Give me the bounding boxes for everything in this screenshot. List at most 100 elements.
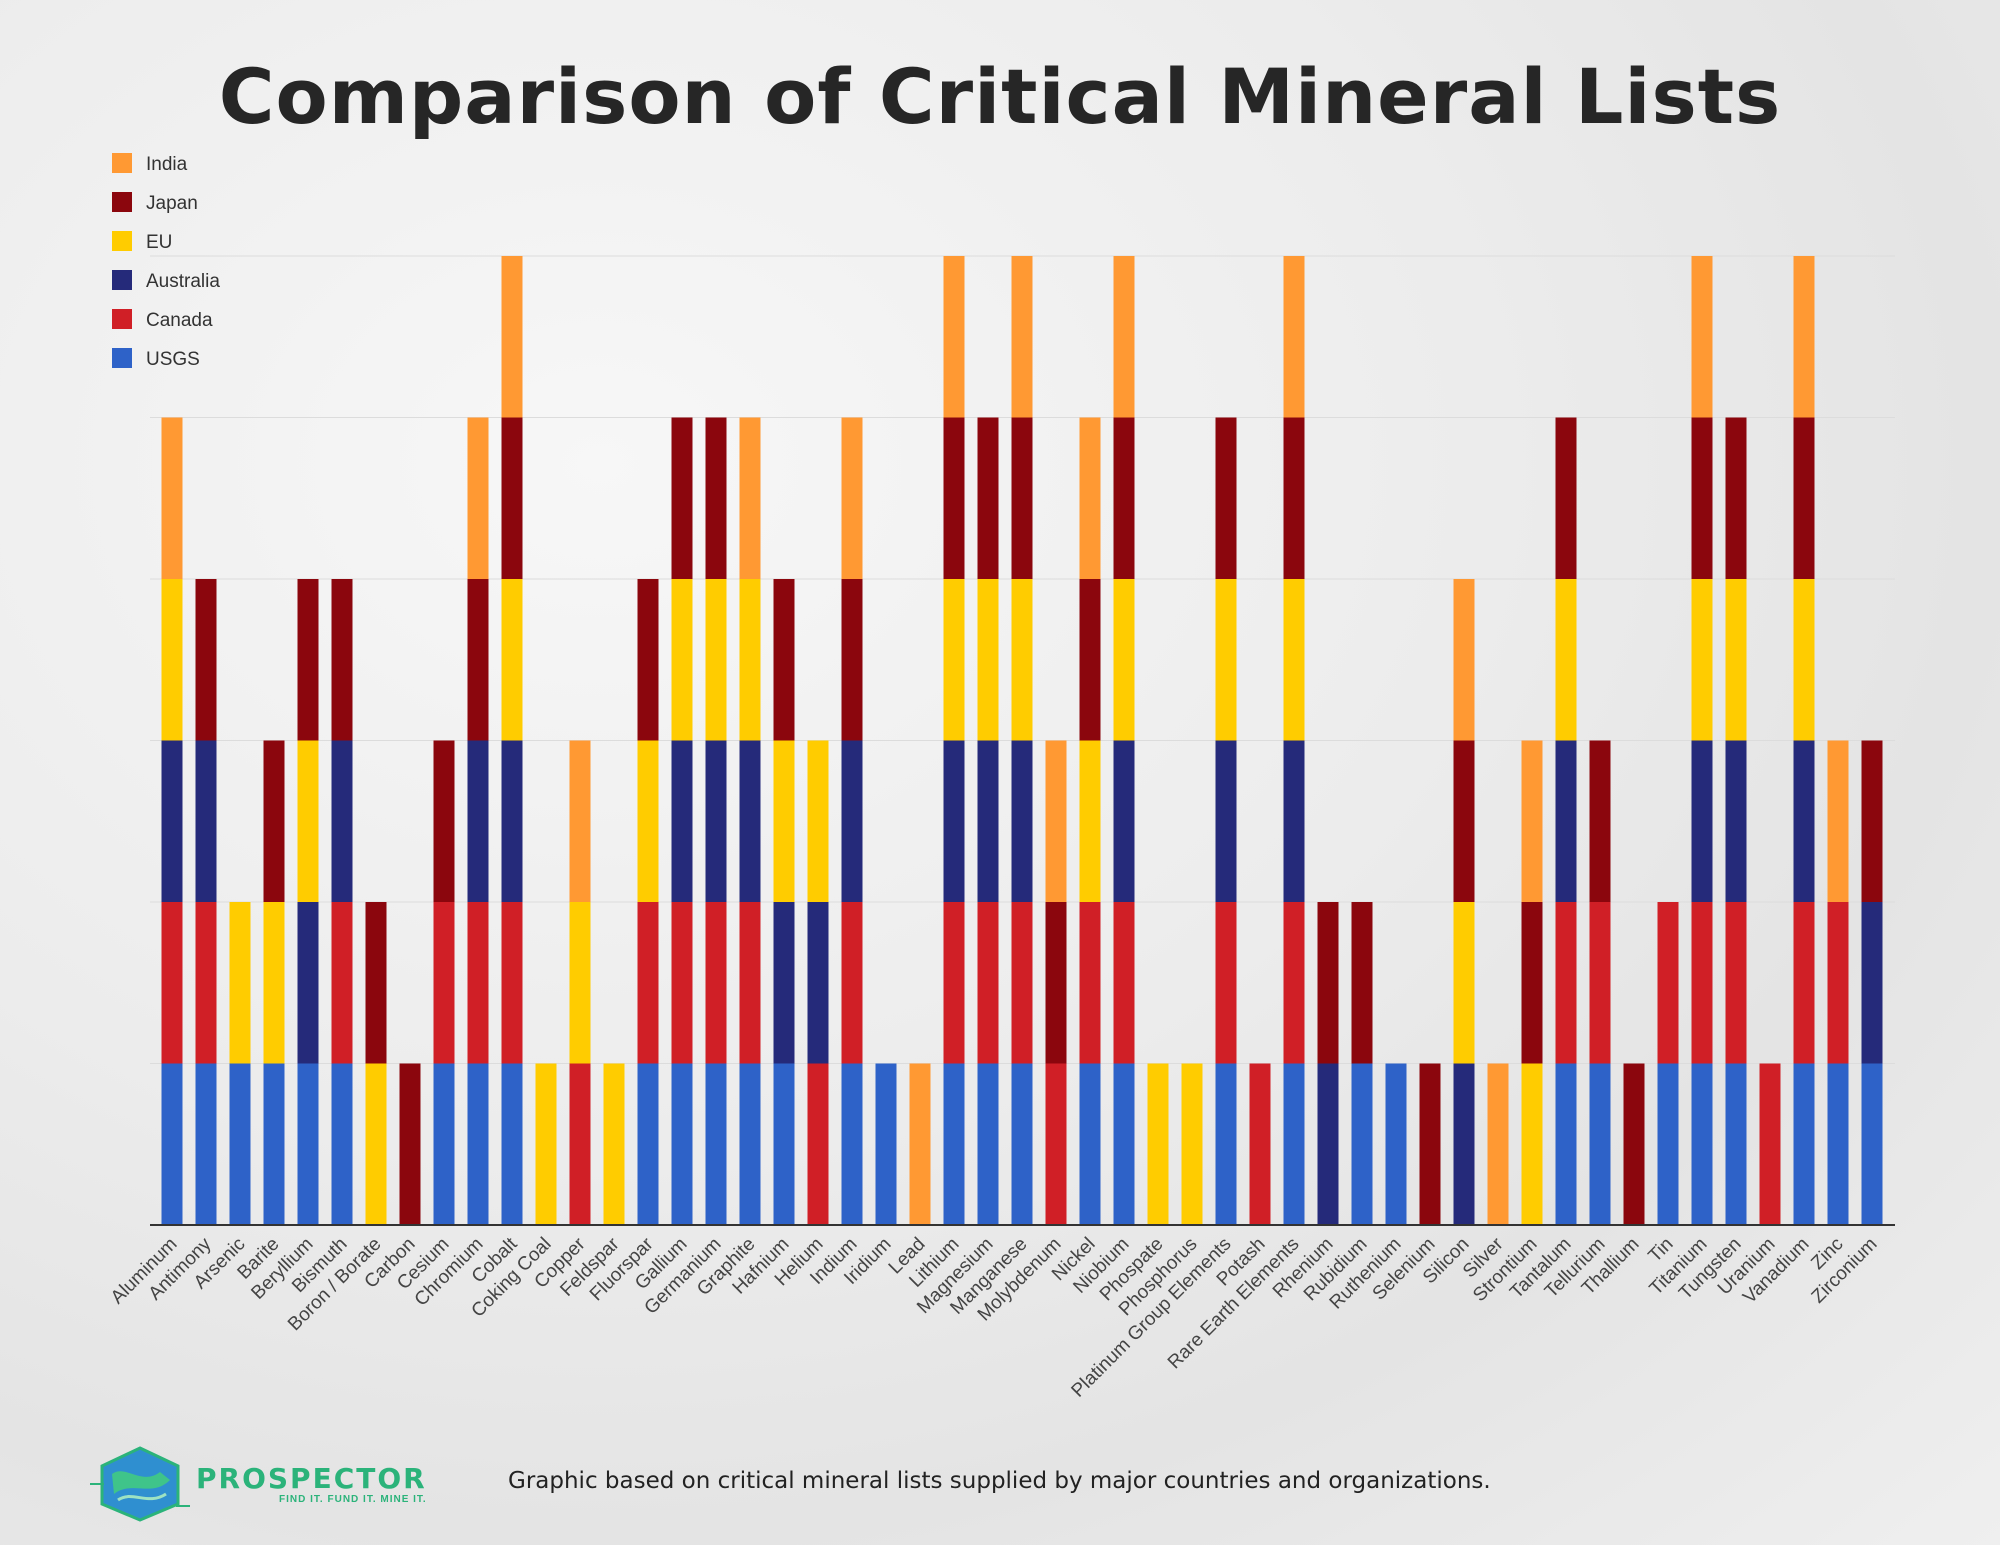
bar-segment-usgs [1827,1063,1849,1225]
legend-label-japan: Japan [146,193,198,214]
bar-segment-india [943,256,965,418]
bar-segment-japan [433,740,455,902]
bar-segment-australia [1861,902,1883,1064]
bar-segment-usgs [1079,1063,1101,1225]
bar-segment-canada [1725,902,1747,1064]
bar-segment-usgs [331,1063,353,1225]
bar-segment-eu [1215,579,1237,741]
bar-segment-australia [841,740,863,902]
bar-segment-japan [1045,902,1067,1064]
bar-segment-canada [1215,902,1237,1064]
bar-segment-eu [637,740,659,902]
bar-segment-eu [1147,1063,1169,1225]
bar-segment-usgs [1385,1063,1407,1225]
bar-segment-canada [331,902,353,1064]
legend-swatch-eu [112,231,132,251]
bar-segment-canada [1827,902,1849,1064]
bar-segment-india [739,417,761,579]
bar-segment-canada [807,1063,829,1225]
footer-note: Graphic based on critical mineral lists … [508,1468,1491,1494]
bar-segment-india [909,1063,931,1225]
legend-swatch-usgs [112,348,132,368]
bar-segment-japan [1793,417,1815,579]
bar-segment-eu [365,1063,387,1225]
bar-segment-japan [1589,740,1611,902]
bar-segment-usgs [705,1063,727,1225]
legend-swatch-india [112,153,132,173]
bar-segment-canada [1793,902,1815,1064]
bar-segment-australia [331,740,353,902]
legend-swatch-japan [112,192,132,212]
bar-segment-australia [1691,740,1713,902]
bar-segment-australia [1725,740,1747,902]
bar-segment-usgs [841,1063,863,1225]
bar-segment-japan [943,417,965,579]
bar-segment-canada [467,902,489,1064]
bar-segment-japan [263,740,285,902]
bar-segment-japan [773,579,795,741]
bar-segment-japan [1555,417,1577,579]
bar-segment-eu [1453,902,1475,1064]
bar-segment-usgs [875,1063,897,1225]
hexagon-logo-icon [90,1446,190,1522]
bar-segment-australia [977,740,999,902]
bar-segment-canada [739,902,761,1064]
bar-segment-japan [1725,417,1747,579]
bar-segment-australia [1317,1063,1339,1225]
bar-segment-usgs [297,1063,319,1225]
bar-segment-australia [1283,740,1305,902]
bar-segment-usgs [229,1063,251,1225]
bar-segment-eu [671,579,693,741]
bar-segment-usgs [1657,1063,1679,1225]
chart-title: Comparison of Critical Mineral Lists [218,52,1782,141]
bar-segment-usgs [739,1063,761,1225]
bar-segment-india [841,417,863,579]
bar-segment-canada [433,902,455,1064]
bar-segment-japan [1283,417,1305,579]
bar-segment-australia [1011,740,1033,902]
bar-segment-australia [297,902,319,1064]
bar-segment-usgs [501,1063,523,1225]
bar-segment-eu [1555,579,1577,741]
bar-segment-usgs [1793,1063,1815,1225]
bar-segment-india [1521,740,1543,902]
bar-segment-canada [1045,1063,1067,1225]
bar-segment-canada [1589,902,1611,1064]
bar-segment-japan [399,1063,421,1225]
bar-segment-eu [1725,579,1747,741]
bar-segment-canada [671,902,693,1064]
bar-segment-india [1283,256,1305,418]
bar-segment-eu [739,579,761,741]
bar-segment-eu [1079,740,1101,902]
bar-segment-eu [1691,579,1713,741]
bar-segment-eu [1521,1063,1543,1225]
bar-segment-japan [977,417,999,579]
bar-segment-canada [161,902,183,1064]
bar-segment-canada [501,902,523,1064]
bar-segment-eu [569,902,591,1064]
bar-segment-canada [841,902,863,1064]
bar-segment-eu [603,1063,625,1225]
bar-segment-japan [1215,417,1237,579]
bar-segment-australia [773,902,795,1064]
bar-segment-usgs [943,1063,965,1225]
bar-segment-india [1113,256,1135,418]
bar-segment-eu [1181,1063,1203,1225]
legend-label-india: India [146,154,188,175]
bar-segment-eu [977,579,999,741]
bar-segment-australia [1453,1063,1475,1225]
bar-segment-canada [1113,902,1135,1064]
bar-segment-australia [1113,740,1135,902]
bar-segment-usgs [1215,1063,1237,1225]
bar-segment-japan [1113,417,1135,579]
bar-segment-australia [467,740,489,902]
bar-segment-japan [1691,417,1713,579]
bar-segment-japan [1011,417,1033,579]
bar-segment-eu [501,579,523,741]
bar-segment-usgs [1725,1063,1747,1225]
bar-segment-usgs [1861,1063,1883,1225]
bar-segment-australia [1215,740,1237,902]
bar-segment-eu [1793,579,1815,741]
bar-segment-india [501,256,523,418]
